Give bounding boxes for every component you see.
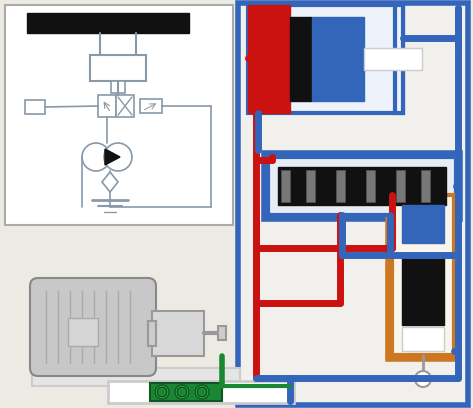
Circle shape — [104, 143, 132, 171]
Bar — [68, 318, 98, 346]
Bar — [402, 327, 444, 351]
Bar — [218, 326, 226, 340]
Bar — [402, 205, 444, 243]
Polygon shape — [105, 149, 120, 165]
Bar — [98, 95, 116, 117]
Bar — [392, 195, 454, 355]
Bar — [268, 157, 456, 215]
Bar — [116, 95, 134, 117]
Bar — [312, 17, 364, 101]
Circle shape — [177, 387, 187, 397]
Bar — [281, 170, 290, 202]
FancyBboxPatch shape — [30, 278, 156, 376]
Bar — [278, 167, 446, 205]
Bar — [336, 170, 345, 202]
Bar — [248, 5, 290, 113]
Polygon shape — [102, 172, 118, 192]
Bar — [396, 170, 405, 202]
Circle shape — [155, 385, 169, 399]
Bar — [27, 13, 189, 33]
Circle shape — [415, 371, 431, 387]
Bar — [395, 5, 403, 113]
Bar — [366, 170, 375, 202]
Circle shape — [82, 143, 110, 171]
Bar — [140, 99, 162, 113]
Bar — [290, 17, 312, 101]
Bar — [90, 55, 146, 81]
Bar — [388, 191, 458, 359]
Circle shape — [195, 385, 209, 399]
Bar — [421, 170, 430, 202]
Circle shape — [157, 387, 167, 397]
Bar — [152, 311, 204, 356]
Bar — [32, 368, 240, 386]
Circle shape — [175, 385, 189, 399]
Bar — [264, 153, 460, 219]
Bar — [111, 81, 125, 93]
Bar — [238, 3, 468, 405]
Bar — [5, 5, 233, 225]
Bar — [148, 321, 156, 346]
Bar — [248, 5, 403, 113]
Bar — [108, 381, 294, 403]
Circle shape — [197, 387, 207, 397]
Bar — [150, 383, 222, 401]
Bar — [25, 100, 45, 114]
Bar — [306, 170, 315, 202]
Bar — [364, 48, 422, 70]
Bar — [402, 255, 444, 325]
